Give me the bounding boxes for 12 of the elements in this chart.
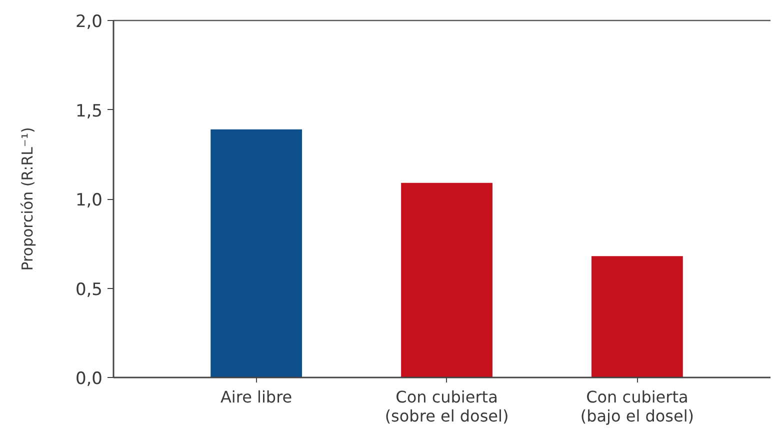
bar — [401, 182, 492, 378]
y-tick-label: 0,0 — [75, 369, 103, 389]
y-tick-label: 1,0 — [75, 190, 103, 210]
bar — [591, 256, 683, 378]
y-tick-label: 0,5 — [75, 280, 103, 300]
x-tick-label: Con cubierta (bajo el dosel) — [580, 388, 694, 426]
y-tick-label: 2,0 — [75, 12, 103, 32]
y-axis-title: Proporción (R:RL⁻¹) — [18, 127, 36, 271]
x-tick-label: Aire libre — [220, 388, 292, 406]
bar — [210, 129, 302, 378]
x-tick-label: Con cubierta (sobre el dosel) — [384, 388, 509, 426]
y-tick-label: 1,5 — [75, 101, 103, 122]
